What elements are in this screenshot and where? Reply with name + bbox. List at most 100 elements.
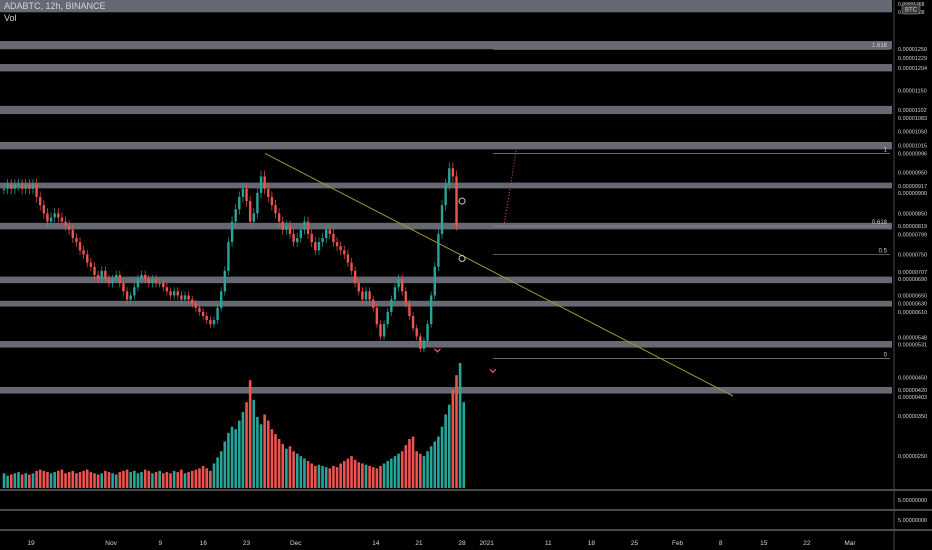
- candle-body: [93, 266, 96, 275]
- volume-bar: [350, 456, 353, 488]
- candle-body: [267, 188, 270, 197]
- price-axis-tick: 0.00000900: [898, 191, 927, 197]
- time-axis-tick: 25: [631, 540, 639, 547]
- volume-bar: [223, 441, 227, 488]
- volume-bar: [303, 458, 306, 488]
- volume-bar: [295, 453, 299, 488]
- candle-body: [133, 287, 136, 296]
- time-axis-tick: Mar: [844, 540, 856, 547]
- trendline[interactable]: [264, 153, 734, 397]
- volume-bar: [241, 412, 245, 488]
- candle-body: [444, 184, 447, 206]
- volume-bar: [2, 473, 6, 488]
- volume-bar: [71, 470, 75, 488]
- volume-bar: [216, 457, 219, 488]
- candle-body: [296, 238, 299, 243]
- candle-body: [6, 184, 9, 189]
- time-axis-tick: Feb: [672, 540, 684, 547]
- volume-bar: [104, 470, 107, 488]
- candle-body: [104, 270, 107, 280]
- candle-body: [162, 283, 165, 288]
- candle-body: [42, 205, 46, 214]
- volume-bar: [38, 469, 42, 488]
- time-axis-tick: 9: [159, 540, 163, 547]
- candle-body: [401, 279, 404, 292]
- volume-label: Vol: [4, 13, 17, 23]
- symbol-header: ADABTC, 12h, BINANCE: [4, 1, 106, 11]
- candle-body: [252, 213, 255, 222]
- time-axis-tick: 2021: [479, 540, 494, 547]
- volume-bar: [111, 473, 114, 488]
- lower-pane-tick: 5.00000000: [898, 518, 927, 524]
- currency-badge[interactable]: [901, 3, 921, 15]
- candle-body: [411, 315, 415, 329]
- candle-body: [245, 188, 248, 202]
- volume-bar: [390, 458, 393, 488]
- candle-body: [440, 205, 444, 234]
- price-axis-tick: 0.00000950: [898, 170, 927, 176]
- alarm-clock-icon[interactable]: [458, 255, 466, 263]
- lower-pane-tick: 5.00000000: [898, 498, 927, 504]
- volume-bar: [433, 441, 437, 488]
- volume-bar: [234, 429, 237, 488]
- candle-body: [201, 311, 205, 316]
- currency-badge-label: BTC: [905, 8, 918, 14]
- candle-body: [437, 233, 440, 267]
- volume-bar: [114, 474, 118, 488]
- candle-body: [209, 320, 212, 325]
- volume-bar: [64, 473, 67, 488]
- volume-bar: [426, 451, 429, 488]
- volume-bar: [332, 465, 335, 488]
- candle-body: [372, 299, 375, 308]
- volume-bar: [263, 414, 266, 488]
- price-axis-tick: 0.00000531: [898, 342, 927, 348]
- candle-body: [96, 274, 100, 280]
- volume-bar: [205, 468, 209, 488]
- candle-body: [382, 324, 386, 337]
- volume-bar: [96, 474, 100, 488]
- candle-body: [390, 299, 393, 312]
- candle-body: [140, 274, 143, 280]
- candle-body: [20, 184, 24, 189]
- candle-body: [125, 291, 129, 300]
- candle-body: [147, 279, 150, 284]
- price-axis-tick: 0.00000690: [898, 277, 927, 283]
- candle-body: [53, 213, 56, 218]
- volume-bar: [125, 469, 129, 488]
- candle-body: [314, 242, 317, 251]
- volume-bar: [78, 472, 82, 488]
- candle-body: [285, 225, 288, 230]
- time-axis-tick: Dec: [290, 540, 302, 547]
- fib-level-label: 1: [884, 147, 888, 153]
- candle-body: [332, 233, 335, 243]
- candle-body: [368, 291, 371, 300]
- volume-bar: [252, 399, 256, 488]
- arrow-down-icon: [433, 348, 441, 353]
- price-axis-tick: 0.00001204: [898, 66, 927, 72]
- volume-axis-tick: 0.00000350: [898, 414, 927, 420]
- price-axis-tick: 0.00001102: [898, 108, 927, 114]
- candle-body: [107, 279, 111, 284]
- volume-bar: [310, 463, 313, 488]
- candle-body: [49, 217, 53, 222]
- candle-body: [393, 287, 397, 300]
- volume-bar: [314, 465, 317, 488]
- volume-bar: [17, 472, 20, 488]
- candle-body: [357, 283, 360, 292]
- candle-body: [415, 328, 418, 337]
- candle-body: [187, 295, 190, 300]
- candle-body: [172, 291, 176, 296]
- candle-body: [198, 307, 201, 312]
- candle-body: [194, 303, 198, 308]
- candle-body: [317, 242, 321, 251]
- candle-body: [24, 184, 27, 189]
- candle-body: [57, 213, 60, 218]
- volume-bar: [176, 472, 180, 488]
- volume-bar: [118, 472, 122, 488]
- alarm-clock-icon[interactable]: [458, 197, 466, 205]
- volume-bar: [85, 469, 89, 488]
- candle-body: [230, 221, 234, 243]
- price-axis-tick: 0.00000548: [898, 335, 927, 341]
